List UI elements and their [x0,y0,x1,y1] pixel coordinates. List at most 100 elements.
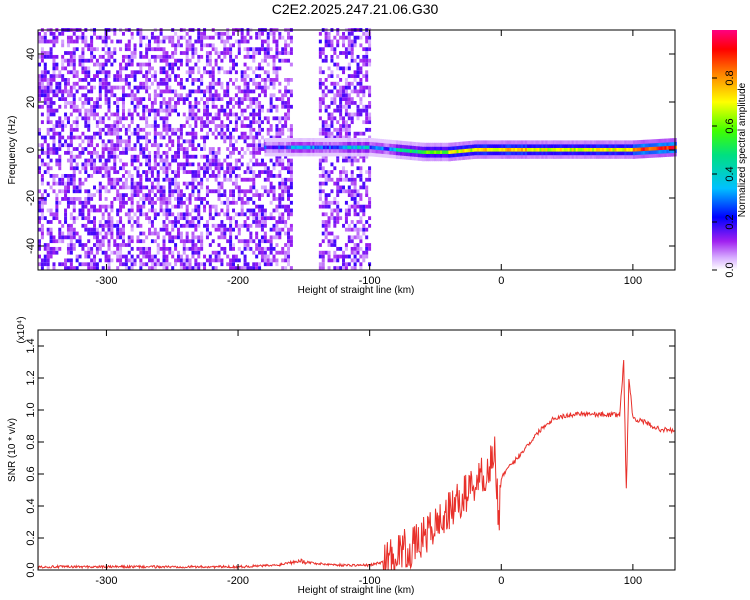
spectrogram-cell [174,235,178,240]
spectrogram-cell [46,154,50,159]
spectrogram-cell [229,258,233,263]
spectrogram-cell [116,177,120,182]
spectrogram-cell [220,104,224,109]
spectrogram-cell [87,193,91,197]
spectrogram-track-cell [511,154,514,159]
spectrogram-cell [214,208,218,213]
spectrogram-track-cell [601,151,605,156]
spectrogram-cell [58,143,62,148]
spectrogram-cell [203,147,207,151]
spectrogram-cell [139,150,143,155]
spectrogram-cell [252,47,256,52]
spectrogram-cell [110,127,114,132]
spectrogram-track-cell [674,141,677,146]
spectrogram-cell [101,47,105,52]
spectrogram-cell [113,127,117,132]
spectrogram-cell [98,35,102,40]
spectrogram-cell [260,250,264,255]
spectrogram-cell [281,189,285,194]
spectrogram-cell [87,97,91,101]
spectrogram-cell [246,197,250,201]
spectrogram-cell [263,262,267,267]
spectrogram-track-cell [385,146,388,151]
spectrogram-track-cell [662,153,665,158]
spectrogram-cell [139,250,143,255]
spectrogram-cell [142,154,146,159]
spectrogram-cell [258,204,262,209]
spectrogram-cell [318,78,322,82]
spectrogram-cell [52,181,56,186]
spectrogram-cell [266,254,270,259]
spectrogram-cell [214,150,218,155]
spectrogram-track-cell [351,152,354,157]
spectrogram-cell [344,54,348,59]
spectrogram-cell [194,47,198,52]
spectrogram-cell [243,35,247,40]
spectrogram-cell [107,108,111,113]
spectrogram-cell [142,116,146,121]
spectrogram-track-cell [529,154,533,159]
spectrogram-cell [116,235,120,240]
spectrogram-cell [362,131,366,136]
spectrogram-cell [223,158,227,163]
spectrogram-cell [353,262,357,267]
spectrogram-cell [203,254,207,259]
spectrogram-cell [223,174,227,178]
spectrogram-track-cell [608,140,612,145]
spectrogram-cell [58,181,62,186]
spectrogram-track-cell [535,144,538,148]
spectrogram-cell [40,216,44,221]
spectrogram-cell [226,101,230,105]
spectrogram-track-cell [304,145,308,150]
spectrogram-cell [90,262,94,267]
spectrogram-cell [38,216,41,221]
spectrogram-cell [75,254,79,259]
spectrogram-track-cell [405,141,409,146]
spectrogram-cell [55,174,59,178]
spectrogram-track-cell [440,153,443,158]
spectrogram-cell [119,120,123,125]
spectrogram-track-cell [296,152,300,157]
spectrogram-track-cell [317,152,320,157]
spectrogram-cell [116,208,120,213]
spectrogram-cell [66,227,70,232]
spectrogram-cell [197,78,201,82]
spectrogram-track-cell [320,141,324,146]
spectrogram-cell [171,131,175,136]
spectrogram-track-cell [606,154,610,159]
spectrogram-track-cell [498,151,502,156]
spectrogram-cell [344,47,348,52]
spectrogram-track-cell [636,140,640,145]
spectrogram-cell [168,200,172,205]
spectrogram-cell [75,266,79,270]
spectrogram-track-cell [322,138,326,142]
spectrogram-cell [281,227,285,232]
spectrogram-cell [113,120,117,125]
spectrogram-cell [191,116,195,121]
spectrogram-cell [43,189,47,194]
spectrogram-cell [174,47,178,52]
spectrogram-track-cell [476,147,480,152]
spectrogram-cell [220,97,224,101]
spectrogram-cell [95,74,99,78]
spectrogram-cell [174,181,178,186]
spectrogram-track-cell [286,152,289,157]
spectrogram-cell [205,135,209,140]
spectrogram-cell [246,200,250,205]
spectrogram-cell [318,204,322,209]
spectrogram-cell [237,189,241,194]
spectrogram-cell [240,97,244,101]
spectrogram-cell [116,246,120,251]
spectrogram-cell [191,162,195,167]
spectrogram-cell [162,78,166,82]
spectrogram-cell [49,47,53,52]
spectrogram-track-cell [624,140,627,145]
spectrogram-cell [231,112,235,117]
spectrogram-cell [38,74,41,78]
spectrogram-track-cell [630,144,633,148]
spectrogram-cell [61,223,65,228]
spectrogram-cell [69,227,73,232]
spectrogram-track-cell [280,148,283,153]
spectrogram-cell [249,104,253,109]
spectrogram-cell [171,66,175,71]
